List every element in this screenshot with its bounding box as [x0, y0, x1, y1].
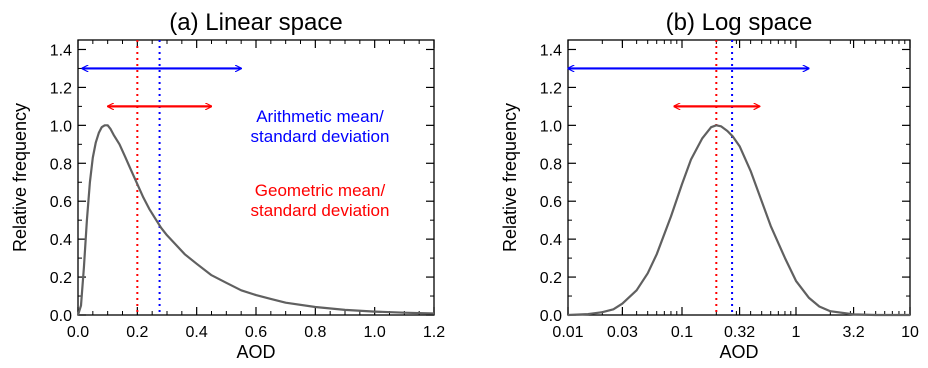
y-tick-label: 0.0 [50, 308, 72, 325]
chart-title: (b) Log space [666, 9, 813, 36]
chart-title: (a) Linear space [169, 9, 342, 36]
y-tick-label: 0.8 [540, 156, 562, 173]
y-tick-label: 0.6 [540, 194, 562, 211]
x-tick-label: 0.01 [552, 324, 583, 341]
x-tick-label: 0.2 [126, 324, 148, 341]
y-tick-label: 1.0 [50, 118, 72, 135]
y-tick-label: 1.4 [540, 42, 562, 59]
x-axis-label: AOD [719, 342, 758, 362]
x-tick-label: 1.2 [423, 324, 445, 341]
frequency-curve [76, 124, 435, 316]
plot-frame [567, 39, 911, 316]
x-tick-label: 0.8 [304, 324, 326, 341]
x-tick-label: 1.0 [364, 324, 386, 341]
x-tick-label: 0.03 [607, 324, 638, 341]
annotation-text: standard deviation [251, 201, 390, 220]
annotation-text: Arithmetic mean/ [256, 107, 384, 126]
y-axis-label: Relative frequency [10, 103, 30, 252]
y-tick-label: 1.2 [50, 80, 72, 97]
y-tick-label: 0.0 [540, 308, 562, 325]
x-tick-label: 1 [792, 324, 801, 341]
x-tick-label: 0.0 [67, 324, 89, 341]
y-tick-label: 0.2 [540, 270, 562, 287]
frequency-curve [567, 124, 910, 317]
y-tick-label: 0.8 [50, 156, 72, 173]
y-axis-label: Relative frequency [500, 103, 520, 252]
panel-log: 0.01 0.03 0.1 0.32 1 3.2 10 0.0 0.2 0.4 0.6 0.8 1.0 1… [500, 9, 919, 362]
y-tick-label: 1.2 [540, 80, 562, 97]
y-tick-label: 1.4 [50, 42, 72, 59]
x-tick-label: 10 [901, 324, 919, 341]
x-tick-label: 3.2 [842, 324, 864, 341]
annotation-text: standard deviation [251, 127, 390, 146]
y-tick-label: 0.2 [50, 270, 72, 287]
x-tick-label: 0.32 [724, 324, 755, 341]
panel-linear: 0.0 0.2 0.4 0.6 0.8 1.0 1.2 0.0 0.2 0.4 0.6 0.8 1.0 1… [10, 9, 445, 362]
y-tick-label: 0.4 [50, 232, 72, 249]
y-tick-label: 0.4 [540, 232, 562, 249]
x-axis-label: AOD [236, 342, 275, 362]
x-tick-label: 0.6 [245, 324, 267, 341]
annotation-text: Geometric mean/ [255, 181, 386, 200]
x-tick-label: 0.1 [671, 324, 693, 341]
y-tick-label: 0.6 [50, 194, 72, 211]
plot-frame [77, 39, 435, 316]
y-tick-label: 1.0 [540, 118, 562, 135]
x-tick-label: 0.4 [186, 324, 208, 341]
